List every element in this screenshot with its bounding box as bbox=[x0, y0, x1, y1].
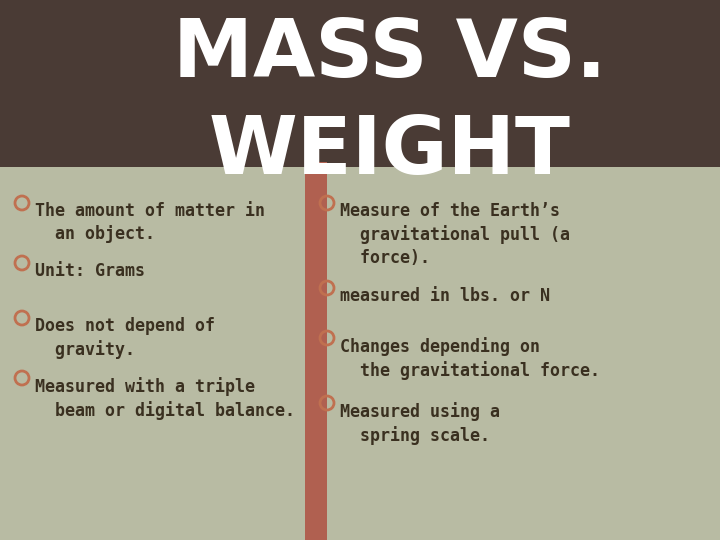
Text: Changes depending on
  the gravitational force.: Changes depending on the gravitational f… bbox=[340, 337, 600, 380]
Bar bbox=[0, 167, 305, 540]
Text: Measured using a
  spring scale.: Measured using a spring scale. bbox=[340, 402, 500, 445]
Text: Unit: Grams: Unit: Grams bbox=[35, 262, 145, 280]
Bar bbox=[327, 167, 720, 540]
Text: WEIGHT: WEIGHT bbox=[209, 113, 571, 191]
Text: Measured with a triple
  beam or digital balance.: Measured with a triple beam or digital b… bbox=[35, 377, 295, 420]
Bar bbox=[305, 162, 327, 540]
Text: Measure of the Earth’s
  gravitational pull (a
  force).: Measure of the Earth’s gravitational pul… bbox=[340, 202, 570, 267]
Bar bbox=[0, 0, 720, 197]
Text: MASS VS.: MASS VS. bbox=[174, 16, 607, 94]
Text: measured in lbs. or N: measured in lbs. or N bbox=[340, 287, 550, 305]
Text: The amount of matter in
  an object.: The amount of matter in an object. bbox=[35, 202, 265, 243]
Text: Does not depend of
  gravity.: Does not depend of gravity. bbox=[35, 317, 215, 359]
